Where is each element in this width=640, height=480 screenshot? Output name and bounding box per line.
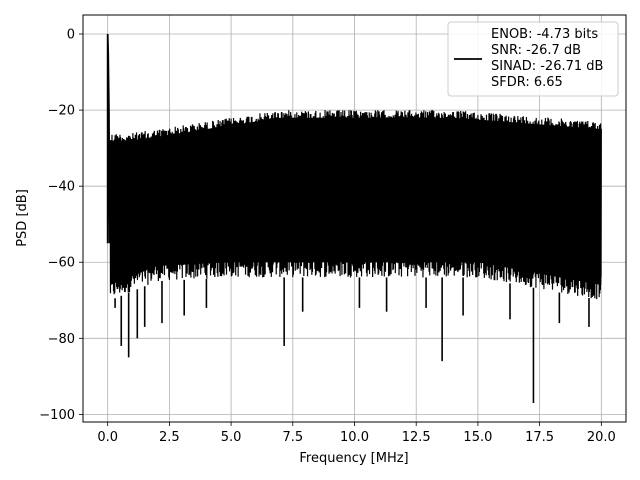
psd-series-spikes	[106, 33, 590, 403]
x-tick-label: 10.0	[340, 430, 369, 445]
y-tick-label: 0	[67, 28, 75, 43]
x-tick-label: 17.5	[525, 430, 554, 445]
legend-text-snr: SNR: -26.7 dB	[491, 43, 581, 58]
y-tick-label: −60	[48, 256, 75, 271]
legend-text-sinad: SINAD: -26.71 dB	[491, 59, 603, 74]
x-tick-label: 20.0	[587, 430, 616, 445]
x-tick-label: 5.0	[221, 430, 242, 445]
y-tick-label: −80	[48, 332, 75, 347]
legend: ENOB: -4.73 bits SNR: -26.7 dB SINAD: -2…	[447, 21, 619, 97]
legend-text-sfdr: SFDR: 6.65	[491, 75, 563, 90]
psd-series-band	[109, 110, 602, 300]
y-axis-ticks: 0 −20 −40 −60 −80 −100	[39, 28, 83, 423]
x-tick-label: 12.5	[402, 430, 431, 445]
plot-area	[106, 33, 602, 403]
x-tick-label: 15.0	[463, 430, 492, 445]
x-axis-label: Frequency [MHz]	[299, 451, 408, 466]
x-tick-label: 7.5	[282, 430, 303, 445]
y-tick-label: −40	[48, 180, 75, 195]
legend-box	[447, 21, 619, 97]
x-tick-label: 0.0	[97, 430, 118, 445]
x-axis-ticks: 0.0 2.5 5.0 7.5 10.0 12.5 15.0 17.5 20.0	[97, 422, 616, 445]
x-tick-label: 2.5	[159, 430, 180, 445]
y-tick-label: −20	[48, 104, 75, 119]
y-axis-label: PSD [dB]	[15, 189, 30, 247]
psd-dc-peak	[106, 33, 111, 244]
y-tick-label: −100	[39, 408, 75, 423]
legend-text-enob: ENOB: -4.73 bits	[491, 27, 598, 42]
